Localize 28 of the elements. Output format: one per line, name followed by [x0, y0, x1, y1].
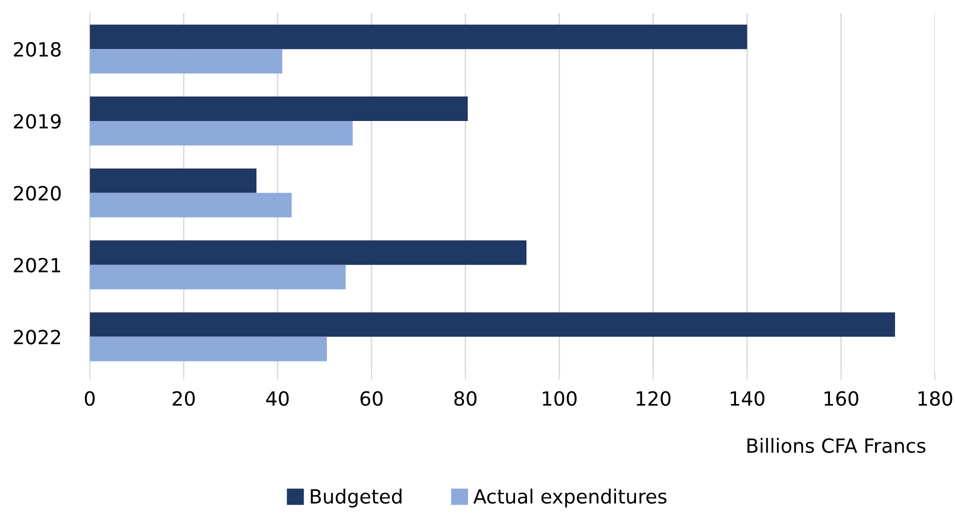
x-tick-label: 60 — [360, 391, 383, 406]
y-tick-label: 2020 — [14, 186, 61, 201]
x-tick-label: 40 — [266, 391, 289, 406]
y-tick-label: 2018 — [14, 42, 61, 57]
bar — [90, 96, 468, 122]
y-tick-label: 2019 — [14, 114, 61, 129]
x-axis-title: Billions CFA Francs — [747, 438, 926, 453]
x-tick-label: 120 — [636, 391, 670, 406]
y-tick-label: 2021 — [14, 258, 60, 273]
y-tick-label: 2022 — [14, 330, 60, 344]
x-tick-label: 0 — [84, 391, 95, 406]
bar — [90, 240, 526, 265]
bar — [90, 49, 282, 74]
x-tick-label: 160 — [824, 391, 858, 406]
x-tick-label: 20 — [172, 391, 195, 406]
x-tick-label: 100 — [542, 391, 577, 406]
legend-label: Actual expenditures — [473, 488, 666, 508]
bar — [90, 121, 353, 146]
x-tick-label: 140 — [730, 391, 764, 406]
x-tick-label: 80 — [454, 391, 476, 406]
bar — [90, 312, 896, 337]
bar — [90, 168, 256, 193]
bar — [90, 24, 748, 50]
legend-label: Budgeted — [310, 488, 402, 508]
x-tick-label: 180 — [918, 391, 952, 406]
bar — [90, 192, 292, 218]
bar — [90, 336, 327, 362]
bar — [90, 264, 346, 290]
